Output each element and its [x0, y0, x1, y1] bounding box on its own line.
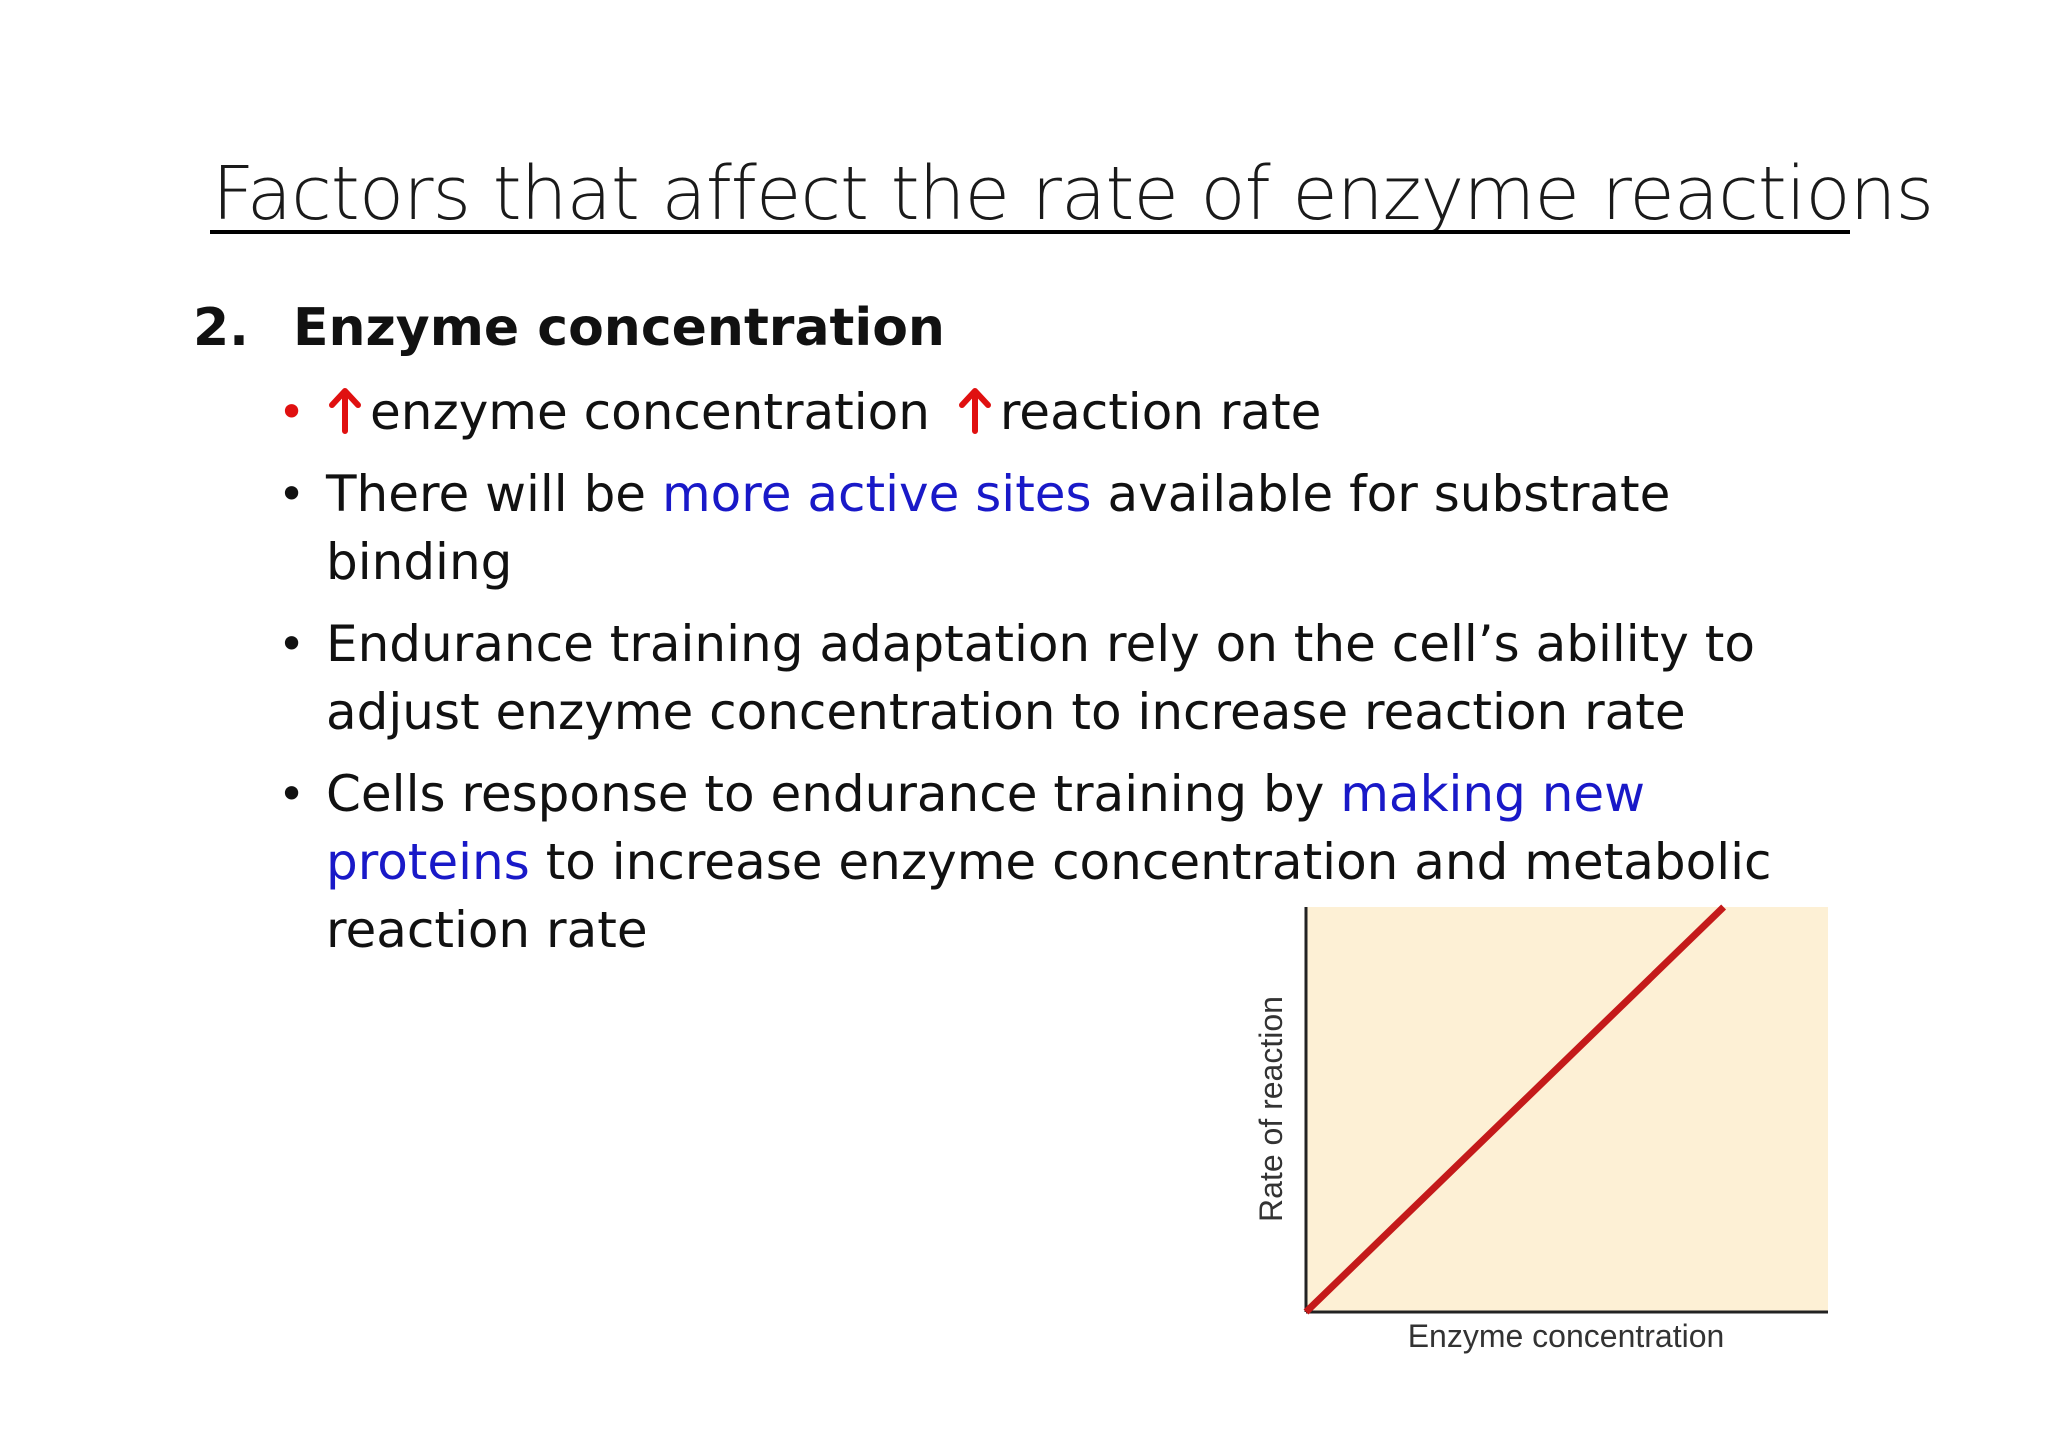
- bullet-item-3: • Endurance training adaptation rely on …: [278, 610, 1858, 746]
- bullet-item-1: • enzyme concentration reaction rate: [278, 378, 1858, 446]
- bullet-1-text-a: enzyme concentration: [370, 383, 930, 441]
- bullet-marker: •: [278, 767, 306, 821]
- up-arrow-icon: [958, 388, 991, 434]
- section-title: Enzyme concentration: [293, 298, 945, 358]
- y-axis-label: Rate of reaction: [1253, 996, 1289, 1222]
- bullet-4-post: to increase enzyme concentration and met…: [326, 833, 1772, 959]
- bullet-marker: •: [278, 617, 306, 671]
- bullet-marker: •: [278, 385, 306, 439]
- bullet-2-post: available for substrate binding: [326, 465, 1671, 591]
- slide-title: Factors that affect the rate of enzyme r…: [212, 151, 1934, 237]
- bullet-3-text: Endurance training adaptation rely on th…: [326, 615, 1755, 741]
- enzyme-rate-chart: Enzyme concentration Rate of reaction: [1253, 904, 1828, 1354]
- bullet-list: • enzyme concentration reaction rate • T…: [278, 378, 1858, 978]
- bullet-marker: •: [278, 467, 306, 521]
- bullet-2-pre: There will be: [326, 465, 662, 523]
- section-number: 2.: [193, 298, 249, 358]
- bullet-4-highlight: making new proteins: [326, 765, 1646, 891]
- bullet-2-highlight: more active sites: [661, 465, 1092, 523]
- bullet-4-pre: Cells response to endurance training by: [326, 765, 1341, 823]
- bullet-item-4: • Cells response to endurance training b…: [278, 760, 1858, 964]
- title-underline: [210, 230, 1850, 234]
- section-heading: 2. Enzyme concentration: [193, 292, 945, 364]
- series-line-1: [1303, 904, 1727, 1315]
- bullet-1-text-b: reaction rate: [999, 383, 1322, 441]
- bullet-item-2: • There will be more active sites availa…: [278, 460, 1858, 596]
- series-layer: [1303, 904, 1727, 1315]
- x-axis-label: Enzyme concentration: [1408, 1318, 1725, 1354]
- chart-plot-background: [1306, 907, 1828, 1312]
- up-arrow-icon: [329, 388, 361, 434]
